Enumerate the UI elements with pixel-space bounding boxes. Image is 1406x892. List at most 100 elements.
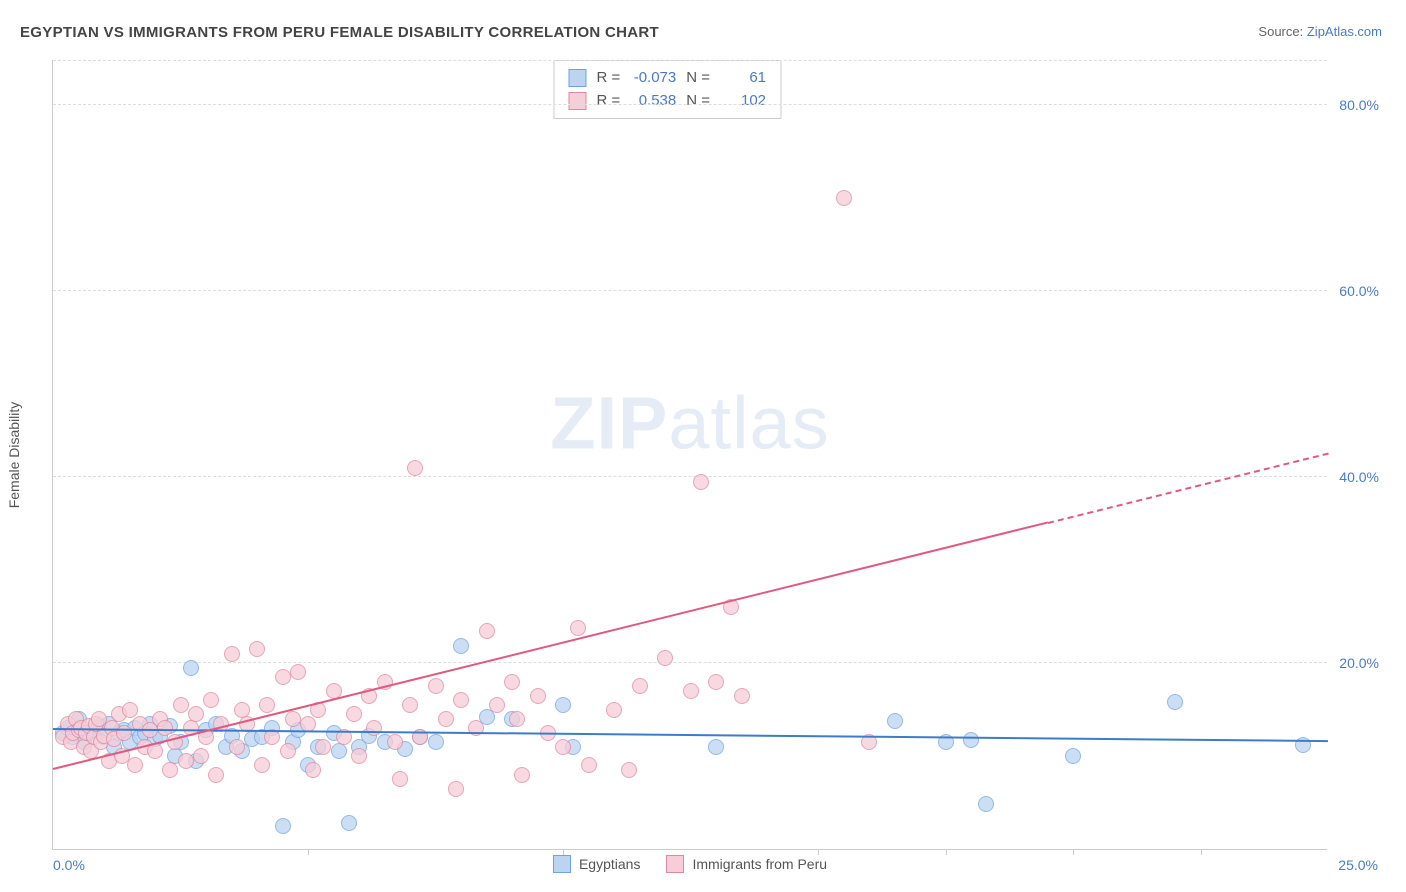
- point-peru: [224, 646, 240, 662]
- point-egyptians: [887, 713, 903, 729]
- point-egyptians: [331, 743, 347, 759]
- point-peru: [366, 720, 382, 736]
- point-peru: [162, 762, 178, 778]
- point-peru: [280, 743, 296, 759]
- x-tick-label: 25.0%: [1338, 857, 1378, 873]
- point-peru: [448, 781, 464, 797]
- point-peru: [229, 739, 245, 755]
- x-tick-label: 0.0%: [53, 857, 85, 873]
- gridline: [53, 104, 1327, 105]
- stat-row-peru: R = 0.538 N = 102: [568, 90, 766, 113]
- x-tick-mark: [818, 849, 819, 855]
- swatch-peru: [666, 855, 684, 873]
- point-peru: [606, 702, 622, 718]
- point-peru: [621, 762, 637, 778]
- point-peru: [509, 711, 525, 727]
- x-tick-mark: [308, 849, 309, 855]
- point-peru: [438, 711, 454, 727]
- point-egyptians: [978, 796, 994, 812]
- point-peru: [275, 669, 291, 685]
- point-egyptians: [428, 734, 444, 750]
- x-tick-mark: [946, 849, 947, 855]
- point-peru: [453, 692, 469, 708]
- point-peru: [693, 474, 709, 490]
- x-tick-mark: [563, 849, 564, 855]
- point-egyptians: [1167, 694, 1183, 710]
- point-peru: [351, 748, 367, 764]
- point-peru: [315, 739, 331, 755]
- point-egyptians: [275, 818, 291, 834]
- point-egyptians: [341, 815, 357, 831]
- point-egyptians: [183, 660, 199, 676]
- x-tick-mark: [1073, 849, 1074, 855]
- point-peru: [387, 734, 403, 750]
- point-peru: [127, 757, 143, 773]
- x-tick-mark: [1201, 849, 1202, 855]
- swatch-egyptians: [568, 69, 586, 87]
- point-peru: [489, 697, 505, 713]
- y-tick-label: 80.0%: [1333, 97, 1379, 113]
- point-peru: [285, 711, 301, 727]
- gridline: [53, 290, 1327, 291]
- point-egyptians: [453, 638, 469, 654]
- point-peru: [203, 692, 219, 708]
- point-peru: [254, 757, 270, 773]
- plot-region: ZIPatlas R = -0.073 N = 61 R = 0.538 N =…: [52, 60, 1327, 850]
- point-peru: [734, 688, 750, 704]
- point-egyptians: [708, 739, 724, 755]
- y-tick-label: 20.0%: [1333, 655, 1379, 671]
- trend-line: [1047, 452, 1328, 523]
- point-peru: [178, 753, 194, 769]
- point-peru: [300, 716, 316, 732]
- gridline: [53, 662, 1327, 663]
- point-peru: [555, 739, 571, 755]
- point-peru: [249, 641, 265, 657]
- point-peru: [188, 706, 204, 722]
- gridline: [53, 476, 1327, 477]
- swatch-egyptians: [553, 855, 571, 873]
- point-peru: [407, 460, 423, 476]
- point-peru: [514, 767, 530, 783]
- point-peru: [836, 190, 852, 206]
- correlation-stats-box: R = -0.073 N = 61 R = 0.538 N = 102: [553, 60, 781, 119]
- gridline: [53, 60, 1327, 61]
- point-peru: [173, 697, 189, 713]
- point-peru: [708, 674, 724, 690]
- chart-title: EGYPTIAN VS IMMIGRANTS FROM PERU FEMALE …: [20, 24, 659, 41]
- point-peru: [581, 757, 597, 773]
- point-egyptians: [555, 697, 571, 713]
- source-label: Source:: [1258, 24, 1303, 39]
- point-peru: [208, 767, 224, 783]
- chart-area: Female Disability ZIPatlas R = -0.073 N …: [52, 60, 1382, 850]
- y-tick-label: 60.0%: [1333, 283, 1379, 299]
- point-peru: [657, 650, 673, 666]
- point-peru: [122, 702, 138, 718]
- point-egyptians: [963, 732, 979, 748]
- point-peru: [116, 725, 132, 741]
- swatch-peru: [568, 92, 586, 110]
- point-peru: [402, 697, 418, 713]
- y-tick-label: 40.0%: [1333, 469, 1379, 485]
- legend: Egyptians Immigrants from Peru: [553, 855, 827, 873]
- point-peru: [392, 771, 408, 787]
- point-peru: [479, 623, 495, 639]
- y-axis-label: Female Disability: [6, 402, 22, 509]
- watermark: ZIPatlas: [550, 380, 829, 465]
- point-peru: [259, 697, 275, 713]
- stat-row-egyptians: R = -0.073 N = 61: [568, 67, 766, 90]
- legend-item-peru: Immigrants from Peru: [666, 855, 827, 873]
- source-attribution: Source: ZipAtlas.com: [1258, 24, 1382, 39]
- point-peru: [530, 688, 546, 704]
- point-peru: [193, 748, 209, 764]
- point-egyptians: [1065, 748, 1081, 764]
- point-peru: [346, 706, 362, 722]
- point-peru: [305, 762, 321, 778]
- point-peru: [570, 620, 586, 636]
- legend-item-egyptians: Egyptians: [553, 855, 640, 873]
- point-peru: [504, 674, 520, 690]
- source-value: ZipAtlas.com: [1307, 24, 1382, 39]
- point-peru: [683, 683, 699, 699]
- point-peru: [632, 678, 648, 694]
- point-peru: [428, 678, 444, 694]
- point-peru: [290, 664, 306, 680]
